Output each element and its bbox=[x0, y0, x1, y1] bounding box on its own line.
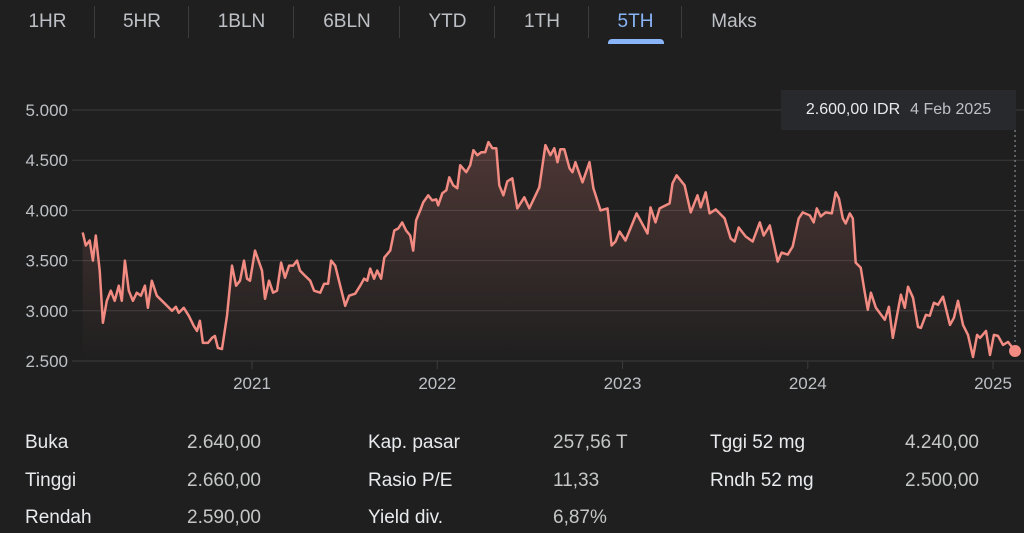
tab-1bln[interactable]: 1BLN bbox=[189, 0, 294, 44]
stat-label-div-yield: Yield div. bbox=[368, 507, 443, 528]
x-tick-label: 2021 bbox=[233, 374, 271, 393]
tab-label: 1BLN bbox=[217, 11, 266, 32]
tab-5hr[interactable]: 5HR bbox=[95, 0, 189, 44]
stat-value-52wk-low: 2.500,00 bbox=[905, 470, 979, 491]
time-range-tabs: 1HR 5HR 1BLN 6BLN YTD 1TH 5TH Maks bbox=[0, 0, 786, 44]
price-line bbox=[81, 140, 1016, 359]
y-tick-label: 2.500 bbox=[25, 352, 68, 371]
stat-label-low: Rendah bbox=[25, 507, 92, 528]
y-tick-label: 4.500 bbox=[25, 151, 68, 170]
tab-label: YTD bbox=[428, 11, 467, 32]
stat-value-open: 2.640,00 bbox=[187, 432, 261, 453]
tab-ytd[interactable]: YTD bbox=[400, 0, 495, 44]
x-tick-label: 2025 bbox=[974, 374, 1012, 393]
y-tick-label: 3.500 bbox=[25, 252, 68, 271]
stat-value-high: 2.660,00 bbox=[187, 470, 261, 491]
stat-label-52wk-low: Rndh 52 mg bbox=[710, 470, 814, 491]
x-tick-label: 2023 bbox=[604, 374, 642, 393]
price-area-fill bbox=[82, 142, 1016, 361]
stat-value-div-yield: 6,87% bbox=[553, 507, 607, 528]
tab-label: 5HR bbox=[122, 11, 161, 32]
tooltip-price: 2.600,00 IDR bbox=[805, 101, 901, 118]
stat-label-market-cap: Kap. pasar bbox=[368, 432, 460, 453]
price-chart[interactable]: 5.000 4.500 4.000 3.500 3.000 2.500 2021 2022 2… bbox=[0, 0, 1024, 400]
price-tooltip: 2.600,00 IDR 4 Feb 2025 bbox=[781, 90, 1016, 130]
tab-label: 6BLN bbox=[323, 11, 371, 32]
stat-label-open: Buka bbox=[25, 432, 69, 453]
stat-label-52wk-high: Tggi 52 mg bbox=[710, 432, 806, 453]
stat-label-pe-ratio: Rasio P/E bbox=[368, 470, 453, 491]
y-tick-label: 3.000 bbox=[25, 302, 68, 321]
tab-maks[interactable]: Maks bbox=[682, 0, 786, 44]
y-tick-label: 4.000 bbox=[25, 201, 68, 220]
y-tick-label: 5.000 bbox=[25, 101, 68, 120]
active-tab-indicator bbox=[607, 39, 664, 44]
stat-label-high: Tinggi bbox=[25, 470, 77, 491]
tab-label: Maks bbox=[711, 11, 757, 32]
tab-5th[interactable]: 5TH bbox=[589, 0, 682, 44]
stat-value-low: 2.590,00 bbox=[187, 507, 261, 528]
tab-label: 5TH bbox=[617, 11, 654, 32]
x-tick-label: 2024 bbox=[789, 374, 827, 393]
stat-value-pe-ratio: 11,33 bbox=[553, 470, 600, 491]
tab-1hr[interactable]: 1HR bbox=[0, 0, 95, 44]
stat-value-market-cap: 257,56 T bbox=[553, 432, 628, 453]
stat-value-52wk-high: 4.240,00 bbox=[905, 432, 979, 453]
tooltip-date: 4 Feb 2025 bbox=[910, 101, 992, 118]
x-tick-label: 2022 bbox=[418, 374, 456, 393]
tab-1th[interactable]: 1TH bbox=[495, 0, 589, 44]
tab-label: 1TH bbox=[524, 11, 560, 32]
tab-label: 1HR bbox=[28, 11, 67, 32]
current-point-marker bbox=[1009, 344, 1022, 357]
tab-6bln[interactable]: 6BLN bbox=[294, 0, 400, 44]
